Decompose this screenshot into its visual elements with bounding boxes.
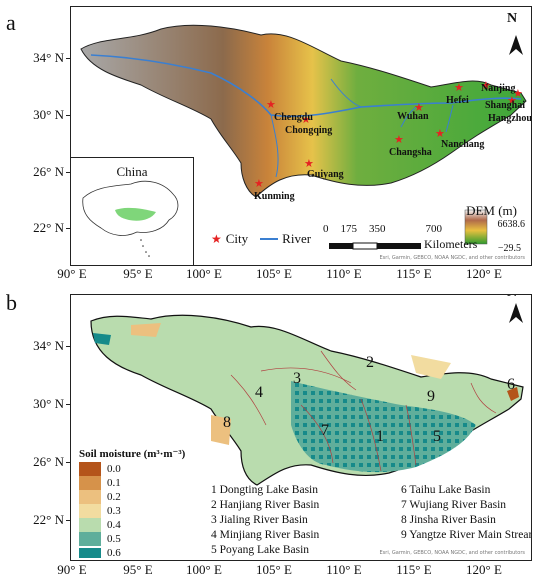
basin-entry: 4 Minjiang River Basin: [211, 529, 320, 541]
basin-number: 4: [255, 384, 263, 401]
basin-entry: 6 Taihu Lake Basin: [401, 484, 491, 496]
basin-number: 3: [293, 370, 301, 387]
lon-label: 100° E: [186, 266, 222, 281]
north-arrow: N: [506, 11, 518, 26]
legend-swatch: [79, 518, 101, 532]
svg-text:★: ★: [435, 128, 445, 140]
lon-label: 105° E: [256, 562, 292, 577]
svg-text:★: ★: [266, 99, 276, 111]
city-label: Kunming: [254, 191, 295, 202]
soil-moisture-legend: Soil moisture (m³·m⁻³) 0.0 0.1 0.2 0.3 0…: [79, 448, 186, 559]
svg-text:★: ★: [454, 82, 464, 94]
basin-entry: 1 Dongting Lake Basin: [211, 484, 318, 496]
attribution: Esri, Garmin, GEBCO, NOAA NGDC, and othe…: [379, 255, 526, 261]
basin-entry: 9 Yangtze River Main Stream: [401, 529, 532, 541]
lon-label: 120° E: [466, 562, 502, 577]
city-label: Chongqing: [285, 125, 332, 136]
lon-label: 95° E: [123, 266, 153, 281]
scale-ticks: 0 175 350 700: [323, 223, 442, 235]
lon-label: 120° E: [466, 266, 502, 281]
city-label: Hangzhou: [488, 113, 531, 124]
scale-unit: Kilometers: [424, 237, 478, 251]
city-label: Nanjing: [481, 83, 515, 94]
attribution: Esri, Garmin, GEBCO, NOAA NGDC, and othe…: [379, 550, 526, 556]
basin-entry: 8 Jinsha River Basin: [401, 514, 496, 526]
lat-label: 30° N: [33, 396, 64, 411]
dem-min: −29.5: [497, 243, 521, 254]
map-b: 1 2 3 4 5 6 7 8 9 N Soil moisture (m³·m⁻…: [70, 294, 532, 561]
city-star-icon: ★: [211, 231, 222, 246]
svg-text:★: ★: [513, 88, 523, 100]
lat-label: 22° N: [33, 512, 64, 527]
legend-river-label: River: [282, 231, 312, 246]
lon-label: 110° E: [326, 266, 362, 281]
svg-text:★: ★: [304, 158, 314, 170]
basin-number: 8: [223, 414, 231, 431]
dem-title: DEM (m): [466, 203, 517, 218]
legend-swatch: [79, 490, 101, 504]
legend-swatch: [79, 504, 101, 518]
river-line-icon: [260, 238, 279, 240]
svg-text:★: ★: [394, 134, 404, 146]
lon-label: 115° E: [396, 266, 432, 281]
basin-entry: 7 Wujiang River Basin: [401, 499, 507, 511]
lat-label: 34° N: [33, 50, 64, 65]
inset-title: China: [116, 164, 148, 179]
lon-label: 95° E: [123, 562, 153, 577]
basin-number-labels: 1 2 3 4 5 6 7 8 9: [223, 354, 515, 445]
legend-swatch: [79, 532, 101, 546]
lon-label: 105° E: [256, 266, 292, 281]
legend-title: Soil moisture (m³·m⁻³): [79, 448, 186, 460]
dem-map: ★ ★ ★ ★ ★ ★ ★ ★ ★ ★ ★ Chengdu Chongqing …: [80, 24, 531, 250]
lat-label: 26° N: [33, 164, 64, 179]
basin-number: 7: [321, 422, 329, 439]
panel-label-b: b: [6, 290, 17, 315]
basin-number: 9: [427, 388, 435, 405]
basin-entry: 5 Poyang Lake Basin: [211, 544, 310, 556]
scale-bar: [329, 242, 421, 250]
basin-number: 2: [366, 354, 374, 371]
legend-swatch: [79, 462, 101, 476]
city-markers: ★ ★ ★ ★ ★ ★ ★ ★ ★ ★ ★: [254, 80, 523, 190]
legend-city-label: City: [225, 231, 249, 246]
svg-text:★: ★: [414, 102, 424, 114]
basin-number: 1: [376, 428, 384, 445]
city-label: Changsha: [389, 147, 432, 158]
legend-swatch: [79, 548, 101, 558]
dem-max: 6638.6: [497, 219, 526, 230]
basin-list: 1 Dongting Lake Basin 6 Taihu Lake Basin…: [211, 483, 532, 558]
city-label: Hefei: [446, 95, 469, 106]
lon-label: 115° E: [396, 562, 432, 577]
city-label: Wuhan: [397, 111, 429, 122]
lat-label: 30° N: [33, 107, 64, 122]
lat-label: 26° N: [33, 454, 64, 469]
lon-label: 100° E: [186, 562, 222, 577]
legend-swatch: [79, 476, 101, 490]
basin-number: 5: [433, 428, 441, 445]
soil-moisture-map: 1 2 3 4 5 6 7 8 9: [90, 303, 524, 486]
basin-entry: 3 Jialing River Basin: [211, 514, 308, 526]
basin-number: 6: [507, 376, 515, 393]
svg-text:★: ★: [481, 80, 491, 92]
lon-label: 90° E: [57, 562, 87, 577]
lon-label: 110° E: [326, 562, 362, 577]
svg-text:★: ★: [301, 114, 311, 126]
lat-label: 22° N: [33, 220, 64, 235]
lon-label: 90° E: [57, 266, 87, 281]
city-label: Shanghai: [485, 100, 525, 111]
north-arrow: N: [497, 295, 527, 301]
map-a-legend: ★ City River: [211, 231, 311, 247]
basin-entry: 2 Hanjiang River Basin: [211, 499, 320, 511]
city-label: Nanchang: [441, 139, 484, 150]
map-a: ★ ★ ★ ★ ★ ★ ★ ★ ★ ★ ★ Chengdu Chongqing …: [70, 6, 532, 266]
svg-text:★: ★: [254, 178, 264, 190]
china-inset: China: [71, 157, 194, 265]
svg-text:★: ★: [507, 95, 517, 107]
city-label: Chengdu: [274, 112, 313, 123]
city-label: Guiyang: [307, 169, 344, 180]
panel-label-a: a: [6, 10, 16, 35]
lat-label: 34° N: [33, 338, 64, 353]
